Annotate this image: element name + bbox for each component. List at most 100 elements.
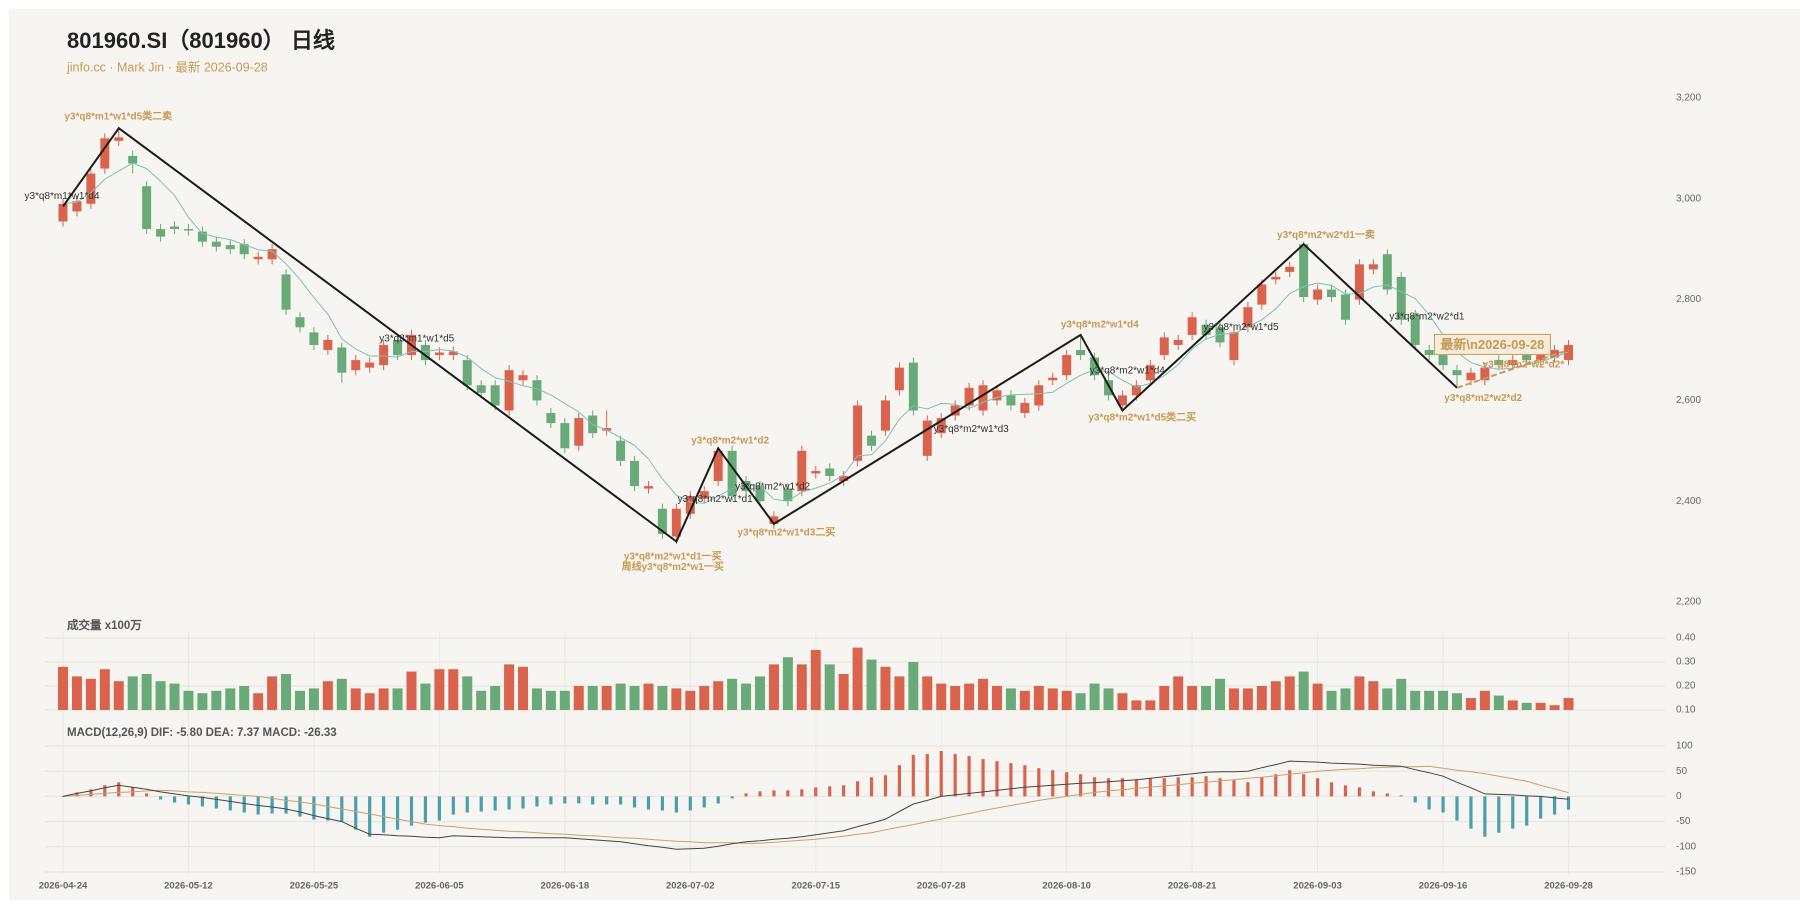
volume-bar	[1396, 678, 1407, 710]
candle-body	[490, 385, 500, 406]
candle-body	[1382, 254, 1392, 290]
macd-bar	[521, 796, 525, 809]
zigzag-line	[62, 126, 1458, 544]
macd-bar	[1371, 791, 1375, 797]
macd-bar	[1413, 796, 1417, 803]
macd-bar	[1120, 778, 1125, 797]
volume-bar	[1382, 688, 1393, 710]
volume-bar	[1061, 690, 1072, 710]
candle-body	[448, 351, 458, 356]
candle-body	[86, 173, 96, 204]
candle-body	[853, 405, 863, 461]
macd-bar	[465, 796, 469, 813]
macd-bar	[925, 754, 929, 797]
candle-body	[1508, 360, 1518, 366]
macd-bar	[563, 796, 567, 804]
volume-bar	[294, 690, 305, 710]
candle-body	[643, 486, 653, 489]
annotation: y3*q8*m2*w1*d5	[1203, 322, 1278, 333]
volume-bar	[1368, 681, 1379, 710]
macd-bar	[1092, 777, 1097, 797]
candle-body	[1452, 370, 1462, 376]
macd-bar	[1525, 796, 1529, 826]
annotation: y3*q8*m2*w1*d3	[934, 424, 1009, 435]
candle-body	[546, 413, 556, 424]
candle-body	[1368, 264, 1378, 270]
macd-bar	[1288, 770, 1292, 797]
macd-bar	[842, 785, 846, 797]
candle-body	[783, 488, 793, 502]
macd-bar	[1274, 774, 1278, 797]
macd-bar	[1566, 796, 1571, 810]
volume-bar	[991, 686, 1002, 710]
macd-bar	[200, 796, 204, 807]
candle-body	[1243, 307, 1253, 328]
x-tick-label: 2026-07-28	[917, 881, 966, 892]
macd-bar	[1190, 777, 1194, 797]
volume-bar	[1563, 698, 1574, 710]
x-tick-label: 2026-06-18	[541, 881, 590, 892]
macd-bar	[228, 796, 232, 811]
macd-bar	[312, 796, 316, 820]
annotation: y3*q8*m2*w2*d1一卖	[1277, 228, 1375, 241]
volume-bar	[685, 690, 696, 710]
annotation: y3*q8*m2*w1*d4	[1090, 365, 1165, 376]
volume-title: 成交量 x100万	[67, 618, 142, 632]
macd-bar	[1329, 782, 1334, 797]
macd-bar	[549, 796, 553, 805]
candle-body	[769, 516, 779, 524]
x-tick-label: 2026-04-24	[39, 881, 88, 892]
volume-bar	[727, 678, 738, 710]
candle-body	[1104, 380, 1113, 396]
macd-bar	[423, 796, 428, 823]
volume-bar	[183, 690, 194, 710]
macd-bar	[674, 796, 678, 813]
candle-body	[156, 229, 166, 237]
volume-bar	[504, 664, 515, 710]
macd-bar	[451, 796, 455, 815]
macd-bar	[61, 796, 65, 797]
candle-body	[1034, 385, 1044, 406]
macd-bar	[1037, 768, 1041, 797]
x-tick-label: 2026-09-28	[1544, 881, 1593, 892]
candle-body	[811, 470, 821, 474]
candle-body	[1536, 355, 1546, 361]
volume-bar	[573, 686, 584, 710]
macd-bar	[1232, 780, 1236, 797]
annotation: y3*q8*m2*w1*d3二买	[737, 526, 835, 538]
macd-bar	[103, 785, 107, 797]
volume-bar	[392, 688, 403, 710]
candle-body	[1229, 332, 1239, 361]
candle-body	[267, 249, 277, 260]
candle-body	[1257, 284, 1267, 305]
volume-bar	[476, 690, 487, 710]
y-tick-label: 0.30	[1676, 657, 1696, 668]
candle-body	[1285, 266, 1295, 272]
candle-body	[1076, 350, 1086, 356]
macd-bar	[981, 759, 985, 797]
macd-bar	[772, 790, 776, 797]
volume-bar	[1117, 693, 1128, 710]
macd-bar	[786, 790, 790, 797]
macd-bar	[186, 796, 191, 805]
candle-body	[713, 450, 723, 482]
macd-bar	[1079, 774, 1083, 797]
candle-body	[58, 203, 68, 222]
volume-bar	[406, 671, 417, 710]
y-tick-label: 2,800	[1676, 294, 1701, 305]
macd-bar	[744, 793, 748, 797]
volume-bar	[378, 688, 389, 710]
y-tick-label: 0.40	[1676, 633, 1696, 644]
candle-body	[1480, 367, 1490, 381]
macd-bar	[284, 796, 288, 814]
y-tick-label: 0.20	[1676, 681, 1696, 692]
candle-body	[393, 339, 403, 356]
annotation: y3*q8*m2*w1*d2	[735, 481, 810, 492]
volume-bar	[1145, 700, 1156, 710]
macd-bar	[242, 796, 246, 813]
macd-bar	[800, 789, 804, 797]
dea-line	[62, 765, 1569, 844]
candle-body	[1410, 314, 1420, 345]
volume-bar	[267, 676, 278, 710]
latest-badge	[1433, 333, 1551, 355]
